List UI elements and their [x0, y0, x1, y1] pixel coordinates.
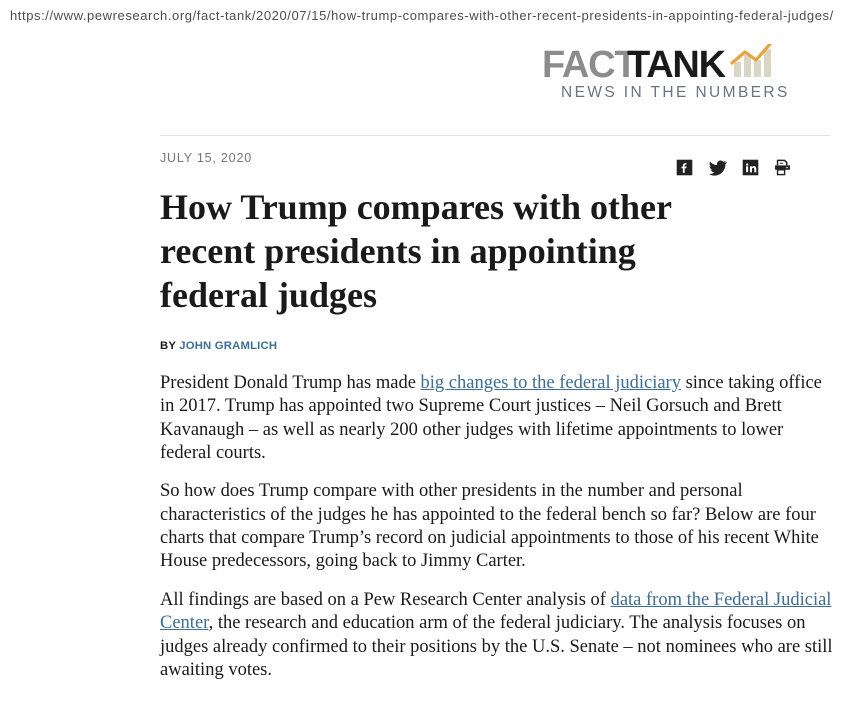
svg-text:FACT: FACT — [542, 44, 637, 86]
svg-text:NEWS IN THE NUMBERS: NEWS IN THE NUMBERS — [561, 84, 790, 101]
svg-text:TANK: TANK — [627, 44, 727, 86]
